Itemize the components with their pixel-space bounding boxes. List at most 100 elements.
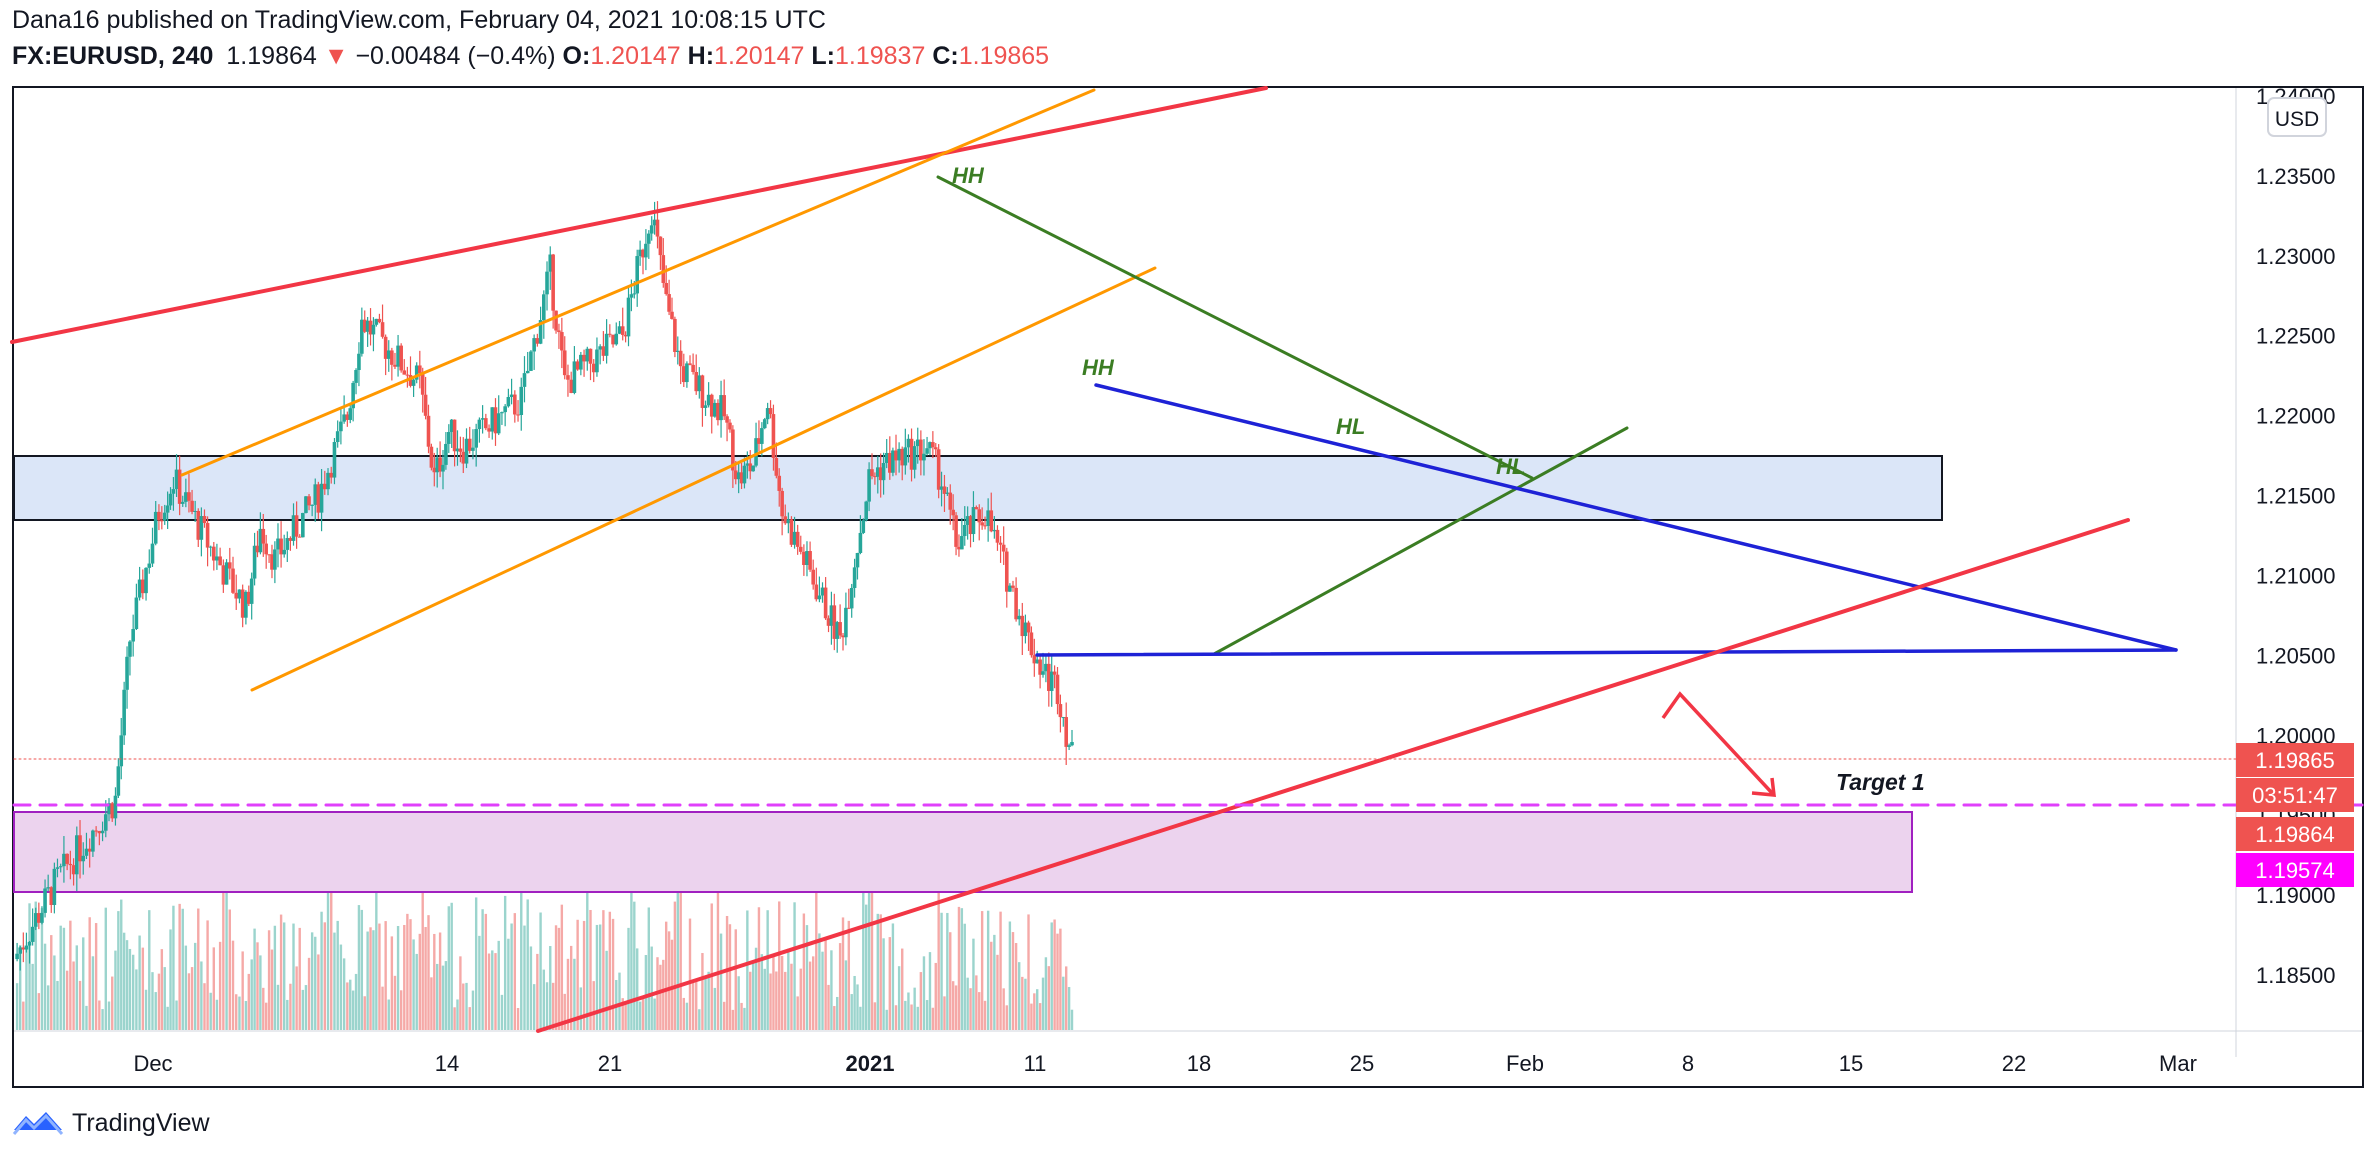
volume-bar: [664, 921, 668, 1030]
candle-body: [493, 407, 498, 434]
candle-body: [867, 469, 871, 502]
y-tick-label: 1.20500: [2256, 643, 2336, 668]
candle-body: [638, 249, 642, 257]
candle-body: [817, 595, 822, 600]
volume-bar: [253, 928, 256, 1030]
volume-bar: [737, 976, 740, 1030]
volume-bar: [421, 879, 424, 1030]
candle-body: [168, 493, 173, 506]
volume-bar: [719, 933, 723, 1030]
candle-body: [861, 520, 866, 533]
candle-body: [557, 330, 561, 333]
forecast-arrow: [1661, 691, 1774, 795]
volume-bar: [1065, 966, 1068, 1030]
volume-bar: [695, 979, 698, 1030]
candle-body: [402, 370, 407, 375]
volume-bar: [444, 961, 448, 1030]
volume-bar: [349, 979, 352, 1030]
candle-body: [500, 412, 504, 414]
candle-body: [912, 446, 917, 470]
tradingview-brand[interactable]: TradingView: [12, 1108, 210, 1138]
volume-bar: [491, 950, 494, 1030]
candle-body: [1052, 671, 1057, 675]
candle-body: [471, 447, 475, 451]
volume-bar: [542, 969, 546, 1030]
candle-body: [78, 835, 82, 862]
candlesticks: [15, 201, 1074, 971]
green-uptrend-line: [1212, 426, 1629, 656]
candle-body: [180, 501, 185, 504]
volume-bar: [462, 983, 465, 1030]
candle-body: [464, 438, 469, 464]
volume-bar: [772, 954, 775, 1030]
symbol-name[interactable]: FX:EURUSD, 240: [12, 42, 214, 70]
candle-body: [264, 543, 268, 555]
volume-bar: [897, 966, 901, 1030]
volume-bar: [256, 942, 259, 1030]
volume-bar: [339, 944, 343, 1030]
candle-body: [157, 511, 161, 521]
volume-bar: [82, 937, 85, 1030]
volume-bar: [330, 858, 333, 1030]
volume-bar: [433, 933, 436, 1030]
candle-body: [1035, 659, 1040, 664]
candle-body: [736, 472, 741, 480]
candle-body: [487, 428, 491, 432]
candle-body: [805, 551, 809, 565]
candle-body: [667, 294, 671, 312]
volume-bar: [369, 927, 372, 1030]
candle-body: [798, 546, 803, 552]
candle-body: [218, 556, 222, 566]
y-tick-label: 1.22000: [2256, 404, 2336, 429]
candle-body: [246, 591, 251, 604]
volume-bar: [98, 1000, 101, 1030]
x-tick-label: 21: [598, 1051, 622, 1076]
candle-body: [954, 515, 958, 547]
volume-bar: [960, 908, 964, 1030]
candle-body: [40, 912, 44, 923]
candle-body: [362, 319, 367, 332]
volume-bar: [418, 933, 422, 1030]
volume-bar: [630, 858, 633, 1030]
candle-body: [313, 484, 318, 505]
volume-bar: [650, 946, 653, 1030]
candle-body: [196, 510, 201, 540]
candle-body: [733, 470, 738, 480]
annotation-label: Target 1: [1836, 769, 1925, 795]
candle-body: [484, 418, 488, 429]
volume-bar: [925, 1000, 929, 1030]
candle-body: [190, 500, 194, 512]
volume-bar: [701, 953, 704, 1030]
price-tag-last-price: 1.19865: [2255, 748, 2335, 773]
candle-body: [675, 350, 680, 352]
candle-body: [1029, 632, 1034, 656]
volume-bar: [456, 999, 459, 1030]
candle-body: [974, 507, 979, 510]
volume-bar: [731, 1009, 735, 1030]
volume-bar: [841, 917, 845, 1030]
candle-body: [432, 467, 437, 473]
candle-body: [731, 429, 735, 471]
candle-body: [153, 511, 158, 544]
volume-bar: [940, 912, 943, 1030]
candle-body: [270, 554, 274, 570]
candle-body: [304, 496, 308, 513]
candle-body: [211, 546, 216, 561]
candle-body: [629, 294, 634, 298]
volume-bar: [65, 970, 69, 1030]
candle-body: [420, 373, 425, 395]
candle-body: [900, 448, 905, 466]
candle-body: [291, 515, 296, 541]
volume-bar: [949, 932, 952, 1030]
volume-bar: [957, 906, 961, 1030]
candle-body: [249, 578, 254, 604]
candle-body: [545, 271, 549, 295]
volume-bar: [641, 995, 645, 1030]
volume-bar: [307, 957, 311, 1030]
low-label: L:: [811, 42, 835, 70]
volume-bar: [507, 938, 510, 1030]
candle-body: [276, 538, 280, 550]
candle-body: [694, 371, 699, 392]
candle-body: [858, 532, 863, 553]
